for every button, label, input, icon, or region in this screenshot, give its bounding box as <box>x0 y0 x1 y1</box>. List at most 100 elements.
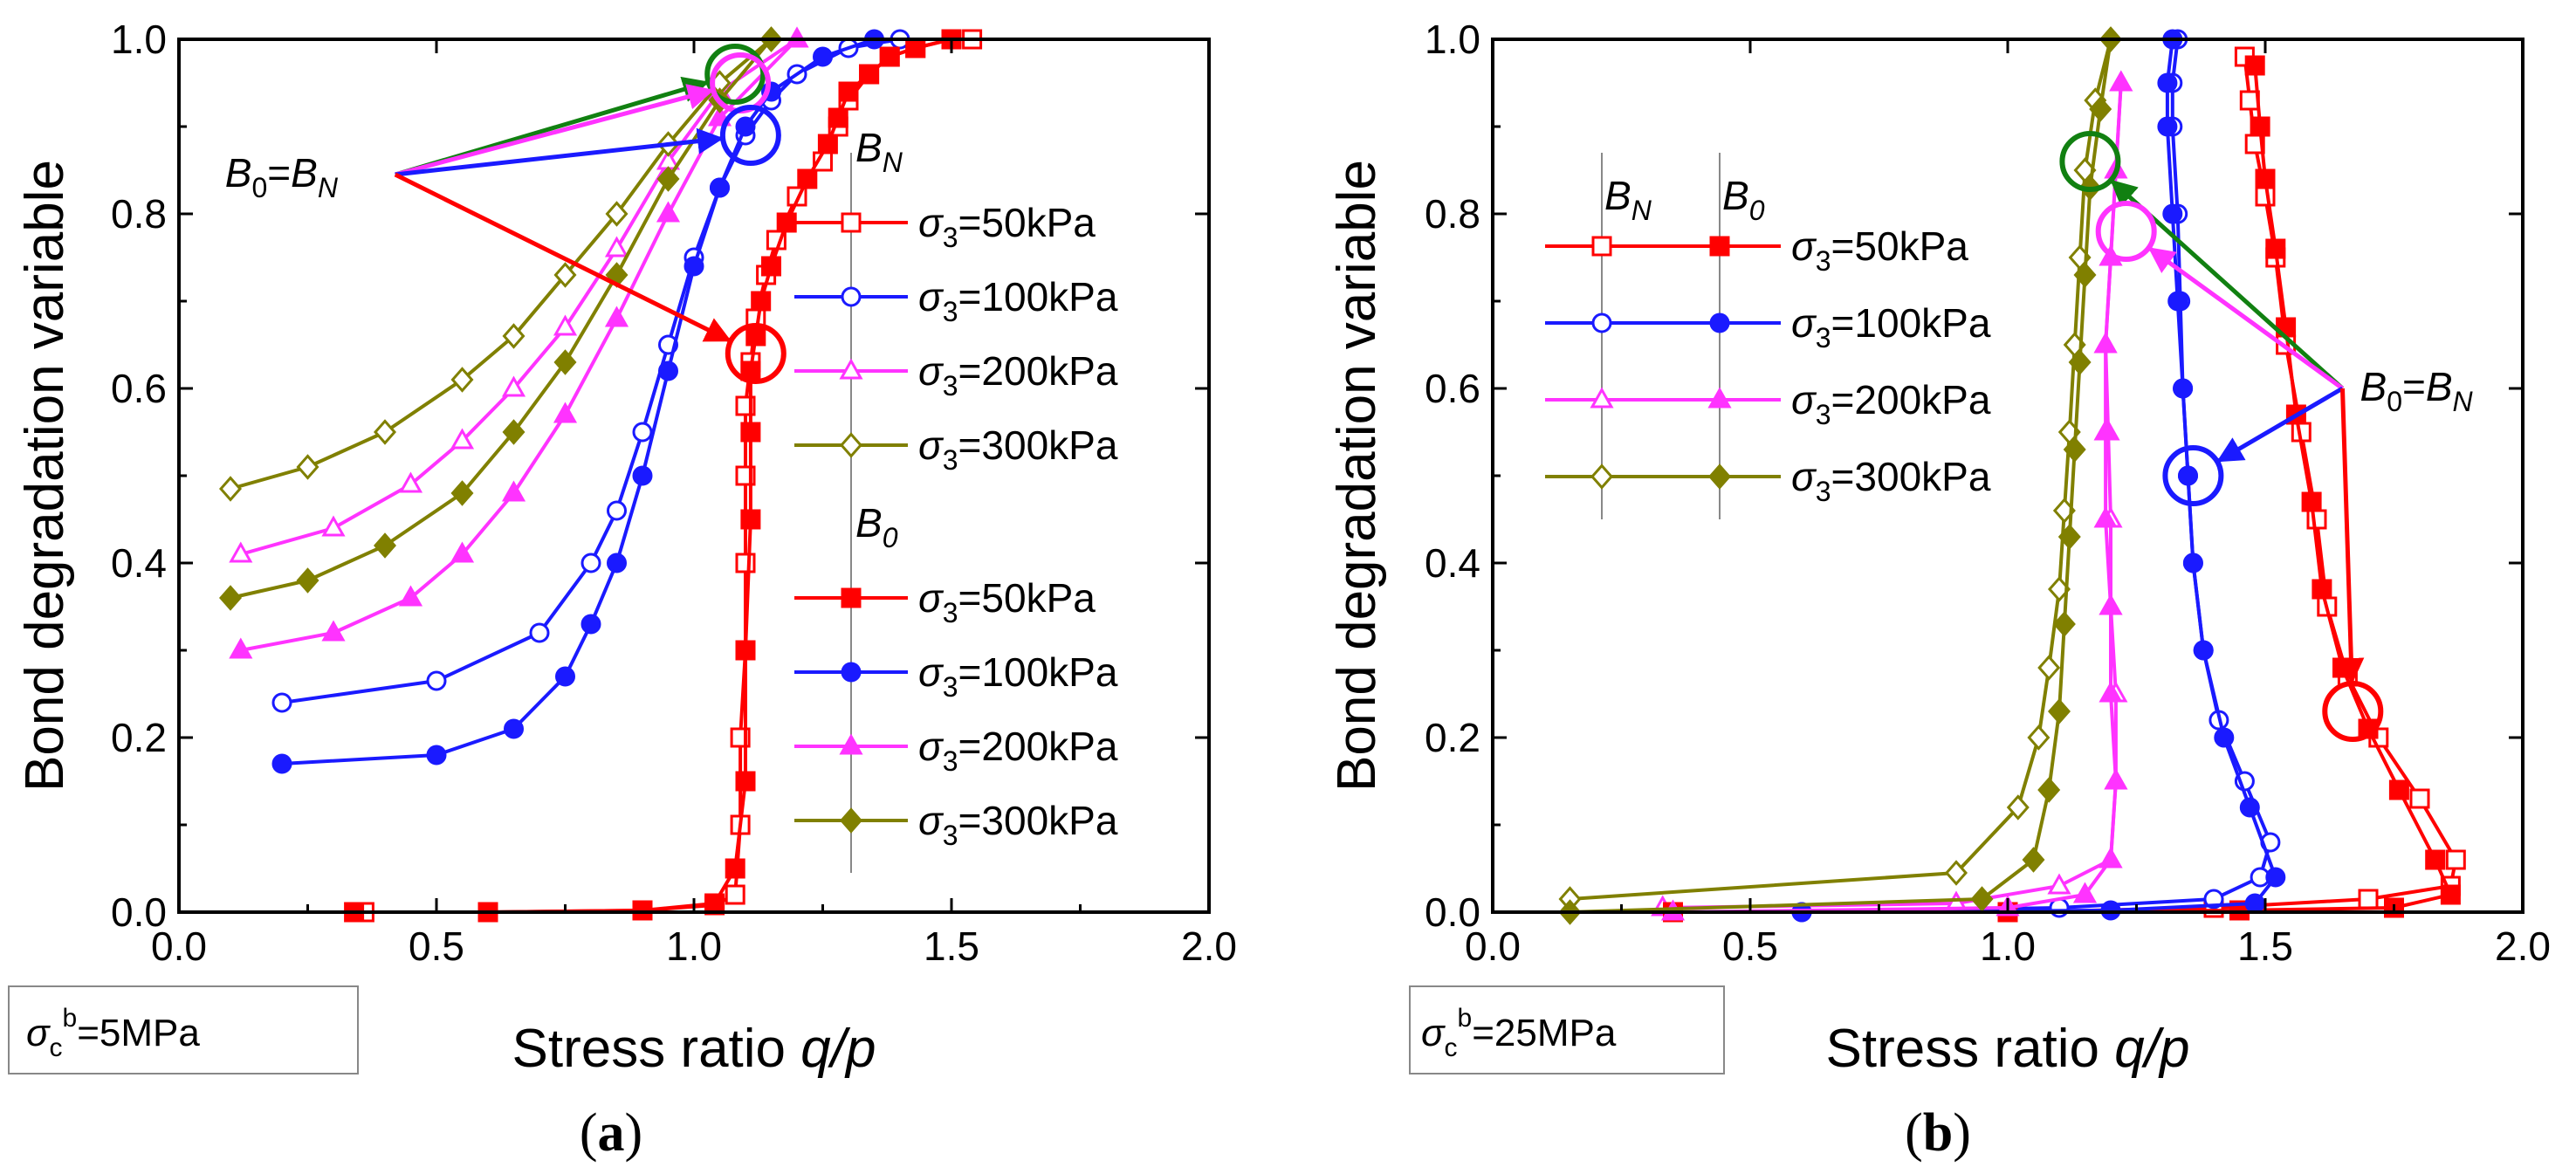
data-point <box>2250 116 2270 137</box>
data-point <box>905 38 926 58</box>
data-point <box>2306 509 2327 530</box>
x-tick-label: 2.0 <box>1181 923 1237 969</box>
legend-marker <box>1591 312 1612 333</box>
data-point <box>2099 594 2123 615</box>
data-point <box>817 134 838 154</box>
data-point <box>2265 238 2286 259</box>
data-point <box>2388 779 2409 800</box>
data-point <box>580 614 601 635</box>
legend-group-title: BN <box>855 125 903 178</box>
panel-b-ticks: 0.0 0.5 1.0 1.5 2.0 0.0 0.2 0.4 0.6 0.8 1.0 <box>1425 17 2551 969</box>
data-point <box>553 349 577 375</box>
data-point <box>219 476 242 502</box>
data-point <box>1970 886 1994 912</box>
data-point <box>797 168 818 189</box>
data-point <box>632 422 653 443</box>
data-point <box>2037 655 2061 681</box>
data-point <box>838 81 859 102</box>
data-point <box>740 509 761 530</box>
legend-entry-label: σ3=100kPa <box>1791 300 1991 354</box>
data-point <box>2182 553 2203 573</box>
x-tick-label: 1.0 <box>1980 923 2036 969</box>
data-point <box>761 256 781 277</box>
data-point <box>2173 378 2194 399</box>
x-tick-label: 1.5 <box>924 923 979 969</box>
panel-b-y-axis-title: Bond degradation variable <box>1327 160 1387 792</box>
data-point <box>2068 349 2092 375</box>
panel-b-label: (b) <box>1905 1103 1971 1163</box>
series-B0-s100 <box>271 29 884 774</box>
annotation-arrow <box>394 172 732 343</box>
data-point <box>735 553 756 573</box>
panel-a-condition-label: σcb=5MPa <box>26 1004 200 1062</box>
highlight-circle <box>2059 131 2121 192</box>
data-point <box>2157 72 2178 93</box>
panel-a-annotations: B0=BN <box>225 44 787 384</box>
data-point <box>398 471 423 493</box>
data-point <box>2099 681 2123 703</box>
annotation-arrow <box>2338 388 2365 685</box>
data-point <box>271 753 292 774</box>
data-point <box>2409 788 2430 809</box>
panel-a-x-axis-title: Stress ratio q/p <box>512 1019 876 1079</box>
legend-entry-label: σ3=50kPa <box>1791 223 1968 277</box>
data-point <box>2440 884 2461 905</box>
panel-b-condition-box <box>1409 985 1725 1074</box>
data-point <box>656 166 680 192</box>
y-tick-label: 0.8 <box>1425 191 1480 237</box>
data-point <box>2057 524 2081 550</box>
panel-b-legend: BN B0 σ3=50kPa σ3=100kPa σ3=200kPa σ3=300kPa <box>1545 153 1991 519</box>
data-point <box>229 637 253 659</box>
legend-marker <box>1707 387 1732 408</box>
highlight-circle <box>725 323 787 384</box>
data-point <box>553 262 577 288</box>
data-point <box>2167 291 2188 312</box>
legend-entry-label: σ3=300kPa <box>1791 454 1991 507</box>
data-point <box>1945 860 1968 886</box>
data-point <box>605 201 629 227</box>
data-point <box>2072 882 2098 903</box>
data-point <box>426 670 447 691</box>
legend-entry-label: σ3=200kPa <box>918 724 1118 777</box>
x-tick-label: 1.0 <box>666 923 722 969</box>
x-tick-label: 0.0 <box>1465 923 1521 969</box>
data-point <box>2048 698 2071 724</box>
data-point <box>374 532 396 559</box>
series-line <box>1673 65 2453 914</box>
series-line <box>230 38 773 491</box>
series-line <box>281 38 876 766</box>
data-point <box>2312 579 2332 600</box>
data-point <box>2244 893 2265 914</box>
data-point <box>656 201 681 223</box>
data-point <box>2193 640 2214 661</box>
highlight-circle <box>2162 445 2224 506</box>
legend-entry-label: σ3=200kPa <box>918 348 1118 402</box>
data-point <box>2037 777 2061 803</box>
data-point <box>828 107 848 128</box>
data-point <box>580 553 601 573</box>
data-point <box>604 236 629 257</box>
series-line <box>354 38 952 914</box>
legend-marker <box>839 358 863 380</box>
y-tick-label: 0.2 <box>111 715 167 760</box>
data-point <box>2027 724 2050 751</box>
legend-group-title: B0 <box>1722 173 1765 226</box>
data-point <box>2157 116 2178 137</box>
y-tick-label: 0.0 <box>111 889 167 935</box>
data-point <box>450 367 474 393</box>
data-point <box>751 291 772 312</box>
data-point <box>740 422 761 443</box>
legend-marker <box>1590 463 1613 490</box>
y-tick-label: 0.4 <box>111 540 167 586</box>
legend-marker <box>841 212 862 233</box>
series-B0-s200 <box>229 26 809 659</box>
data-point <box>2006 794 2030 820</box>
data-point <box>813 46 833 67</box>
legend-marker <box>1590 387 1614 408</box>
data-point <box>2073 262 2097 288</box>
legend-entry-label: σ3=300kPa <box>918 422 1118 476</box>
data-point <box>553 402 578 423</box>
series-line <box>240 38 799 652</box>
data-point <box>607 500 627 521</box>
panel-b: B0=BN 0.0 0.5 1.0 1.5 2.00.00.20.40.60.81.0 … <box>1327 17 2551 1163</box>
